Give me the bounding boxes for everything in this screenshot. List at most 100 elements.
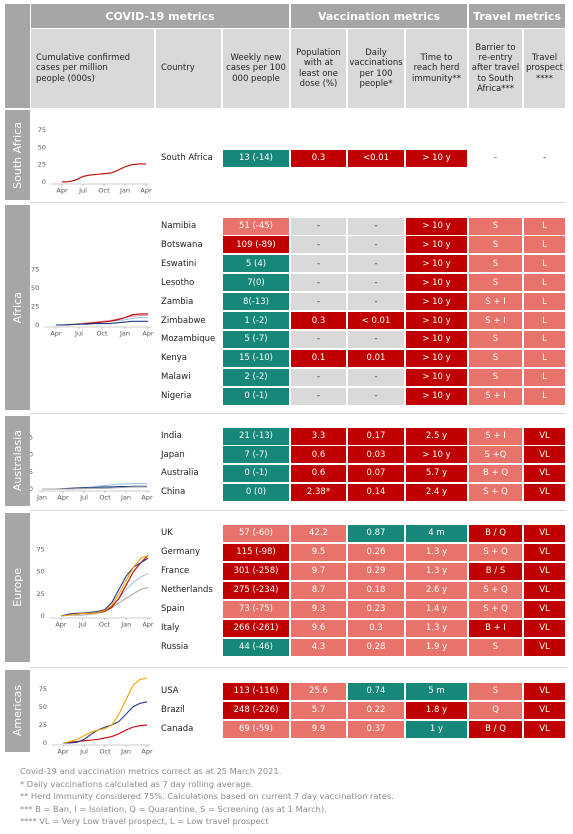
metric-cell: L [524, 368, 565, 386]
y-tick-label: 0 [42, 178, 46, 186]
x-tick-label: Apr [50, 330, 62, 338]
metric-cell: - [348, 368, 404, 386]
metric-cell: VL [524, 638, 565, 656]
metric-cell: S [469, 255, 522, 273]
column-header: Weekly new cases per 100 000 people [223, 29, 289, 108]
metric-cell: 9.9 [291, 720, 346, 738]
region-label: South Africa [5, 110, 30, 200]
section-rule [30, 413, 566, 414]
metric-cell: 0.6 [291, 446, 346, 464]
metric-cell: VL [524, 483, 565, 501]
x-tick-label: Apr [57, 748, 69, 756]
region-label: Australasia [5, 416, 30, 506]
column-header: Daily vaccinations per 100 people* [348, 29, 404, 108]
metric-cell: 25.6 [291, 682, 346, 700]
country: Botswana [161, 239, 203, 250]
metric-cell: B + Q [469, 464, 522, 482]
metric-cell: S [469, 330, 522, 348]
country: Eswatini [161, 258, 197, 269]
metric-cell: 0.3 [291, 312, 346, 329]
x-tick-label: Apr [56, 187, 68, 195]
section-rule [30, 202, 566, 203]
metric-cell: S + Q [469, 600, 522, 618]
region-name: Africa [11, 291, 24, 324]
country: Zimbabwe [161, 315, 206, 326]
metric-cell: VL [524, 701, 565, 719]
column-header: Population with at least one dose (%) [291, 29, 346, 108]
metric-cell: - [348, 217, 404, 235]
metric-cell: 248 (-226) [223, 701, 289, 719]
metric-cell: - [291, 293, 346, 311]
x-tick-label: Apr [57, 494, 69, 502]
region-name: Australasia [11, 430, 24, 492]
region-label: Americas [5, 670, 30, 752]
footnote: ** Herd immunity considered 75%. Calcula… [20, 791, 394, 801]
metric-cell: 8.7 [291, 581, 346, 599]
country: Germany [161, 547, 201, 557]
y-tick-label: 75 [31, 266, 39, 274]
metric-cell: < 0.01 [348, 312, 404, 329]
y-tick-label: 50 [36, 568, 44, 576]
metric-cell: B + I [469, 619, 522, 637]
metric-cell: VL [524, 600, 565, 618]
metric-cell: L [524, 236, 565, 254]
y-tick-label: 0 [29, 485, 33, 493]
y-tick-label: 25 [38, 161, 46, 169]
metric-cell: VL [524, 543, 565, 561]
x-tick-label: Jul [78, 187, 87, 195]
metric-cell: 2 (-2) [223, 368, 289, 386]
x-tick-label: Oct [99, 621, 111, 629]
metric-cell: 44 (-46) [223, 638, 289, 656]
metric-cell: - [348, 274, 404, 292]
metric-cell: 0.17 [348, 427, 404, 445]
metric-cell: S + I [469, 387, 522, 405]
metric-cell: B / Q [469, 720, 522, 738]
metric-cell: 5 (4) [223, 255, 289, 273]
metric-cell: 115 (-98) [223, 543, 289, 561]
series-line [55, 320, 148, 326]
column-header: Country [156, 29, 221, 108]
metric-cell: L [524, 387, 565, 405]
metric-cell: 0.23 [348, 600, 404, 618]
metric-cell: 69 (-59) [223, 720, 289, 738]
metric-cell: > 10 y [406, 149, 467, 167]
metric-cell: L [524, 217, 565, 235]
metric-cell: L [524, 255, 565, 273]
metric-cell: 0.37 [348, 720, 404, 738]
column-header: Cumulative confirmed cases per million p… [31, 29, 154, 108]
metric-cell: 1.4 y [406, 600, 467, 618]
group-header: Travel metrics [469, 4, 565, 28]
footnote: * Daily vaccinations calculated as 7 day… [20, 778, 254, 789]
metric-cell: 113 (-116) [223, 682, 289, 700]
x-tick-label: Jan [119, 187, 130, 195]
metric-cell: S + I [469, 427, 522, 445]
metric-cell: VL [524, 581, 565, 599]
metric-cell: S + I [469, 293, 522, 311]
metric-cell: 2.38* [291, 483, 346, 501]
metric-cell: 5 m [406, 682, 467, 700]
y-tick-label: 25 [39, 721, 47, 729]
x-tick-label: Jul [78, 621, 87, 629]
metric-cell: S [469, 368, 522, 386]
metric-cell: 15 (-10) [223, 349, 289, 367]
metric-cell: S + Q [469, 483, 522, 501]
x-tick-label: Apr [142, 330, 154, 338]
x-tick-label: Apr [55, 621, 67, 629]
y-tick-label: 50 [38, 143, 46, 151]
metric-cell: VL [524, 427, 565, 445]
metric-cell: > 10 y [406, 312, 467, 329]
metric-cell: L [524, 312, 565, 329]
metric-cell: 4 m [406, 524, 467, 542]
country: Canada [161, 724, 194, 734]
x-tick-label: Jul [79, 748, 88, 756]
metric-cell: 9.5 [291, 543, 346, 561]
metric-cell: 109 (-89) [223, 236, 289, 254]
metric-cell: VL [524, 562, 565, 580]
metric-cell: > 10 y [406, 446, 467, 464]
metric-cell: 275 (-234) [223, 581, 289, 599]
metric-cell: - [348, 255, 404, 273]
x-tick-label: Oct [99, 494, 111, 502]
metric-cell: S + Q [469, 581, 522, 599]
section-rule [30, 667, 566, 668]
